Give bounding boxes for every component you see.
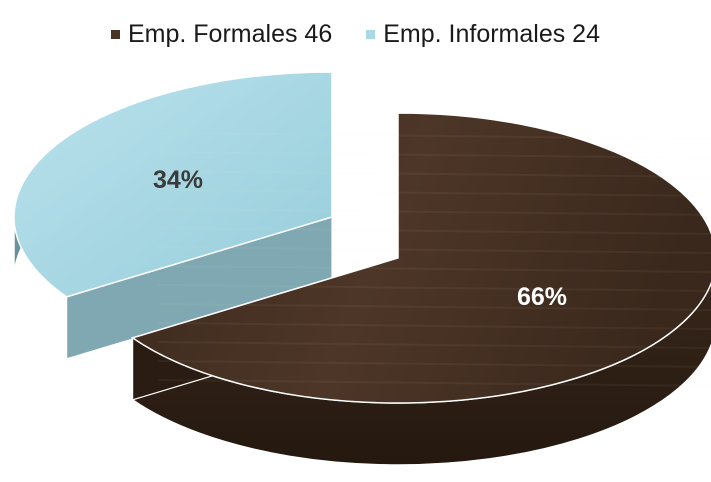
wood-grain-line xyxy=(157,170,711,178)
data-label-informales: 34% xyxy=(153,166,203,194)
legend-label-formales: Emp. Formales 46 xyxy=(127,19,333,48)
chart-legend: Emp. Formales 46 Emp. Informales 24 xyxy=(0,14,711,54)
data-label-formales: 66% xyxy=(517,283,567,311)
slice-informales xyxy=(13,71,333,298)
wood-grain-line xyxy=(157,151,711,159)
wood-grain-line xyxy=(157,208,711,216)
wood-grain-line xyxy=(157,246,711,254)
legend-swatch-informales xyxy=(366,29,376,39)
slice-formales xyxy=(130,112,711,404)
legend-item-informales: Emp. Informales 24 xyxy=(366,20,600,49)
legend-item-formales: Emp. Formales 46 xyxy=(110,19,333,49)
wood-grain-line xyxy=(157,189,711,197)
legend-label-informales: Emp. Informales 24 xyxy=(383,19,600,48)
wood-grain-line xyxy=(157,132,711,140)
wood-grain-line xyxy=(157,360,711,368)
wood-grain-line xyxy=(157,227,711,235)
wood-grain-line xyxy=(157,341,711,349)
wood-grain-line xyxy=(157,322,711,330)
wood-grain-line xyxy=(157,303,711,311)
wood-grain-line xyxy=(157,265,711,273)
wood-grain-line xyxy=(157,284,711,292)
wood-grain-line xyxy=(157,379,711,387)
legend-swatch-formales xyxy=(110,29,120,39)
